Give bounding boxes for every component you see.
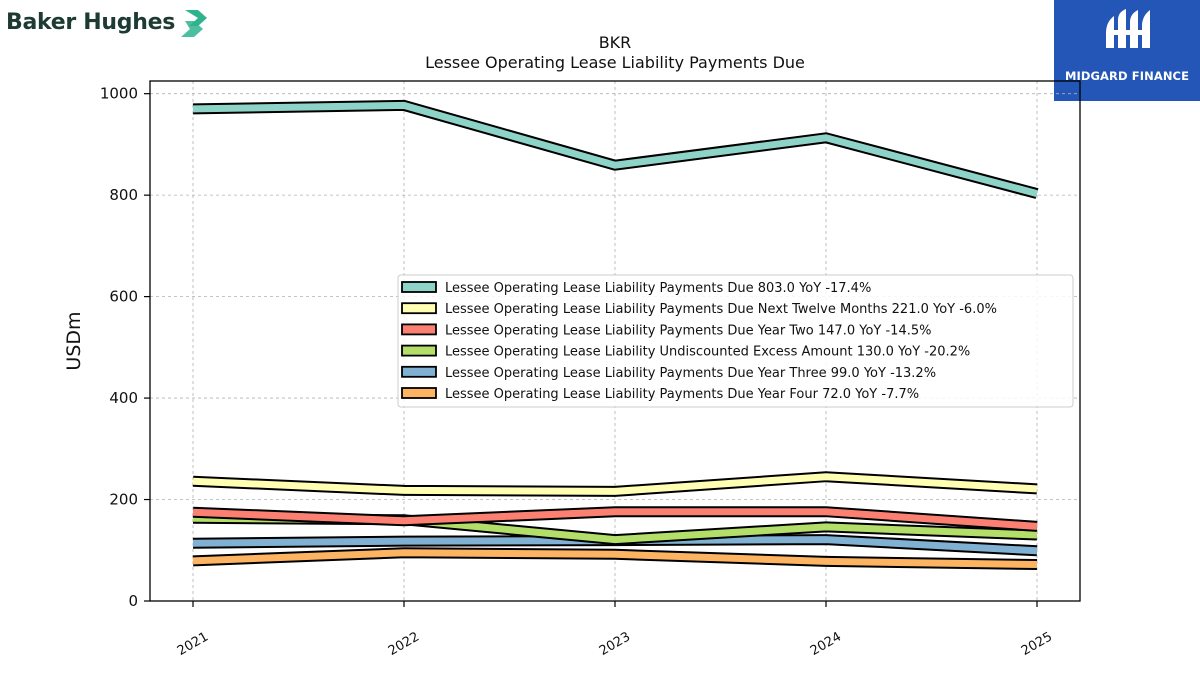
x-tick-label: 2024 [808,629,844,659]
legend-swatch [401,344,437,357]
series-line [192,101,1038,197]
brand-name: Baker Hughes [6,9,175,35]
y-tick-label: 600 [109,288,138,306]
x-tick-label: 2021 [175,629,211,659]
legend-label: Lessee Operating Lease Liability Payment… [445,387,919,402]
legend-swatch [401,281,437,293]
midgard-finance-badge: MIDGARD FINANCE [1054,0,1200,101]
y-tick-label: 200 [109,491,138,509]
baker-hughes-chevron-icon [180,10,207,37]
x-tick-label: 2025 [1019,629,1055,659]
y-tick-label: 0 [128,592,138,610]
series-line [192,473,1038,495]
legend-label: Lessee Operating Lease Liability Payment… [445,366,936,381]
x-tick-label: 2023 [597,629,633,659]
legend-swatch [401,302,437,315]
legend-swatch [401,387,437,399]
legend-swatch [401,365,437,378]
chart-title: BKR [599,33,632,52]
y-tick-label: 400 [109,389,138,407]
series-layer [192,99,1039,570]
legend-label: Lessee Operating Lease Liability Payment… [445,302,997,317]
legend-label: Lessee Operating Lease Liability Payment… [445,323,931,338]
legend-box [397,274,1074,408]
chart-subtitle: Lessee Operating Lease Liability Payment… [425,53,805,72]
series-line [192,549,1038,568]
midgard-logo-icon [1106,9,1150,48]
legend-swatch [401,323,437,336]
legend-label: Lessee Operating Lease Liability Undisco… [445,345,970,360]
midgard-finance-label: MIDGARD FINANCE [1064,69,1190,83]
y-tick-label: 1000 [100,85,138,103]
baker-hughes-logo: Baker Hughes [6,4,211,40]
x-tick-label: 2022 [386,629,422,659]
y-tick-label: 800 [109,186,138,204]
y-axis-label: USDm [63,311,85,370]
series-line [192,508,1038,530]
legend-label: Lessee Operating Lease Liability Payment… [445,281,871,296]
legend: Lessee Operating Lease Liability Payment… [397,274,1074,408]
